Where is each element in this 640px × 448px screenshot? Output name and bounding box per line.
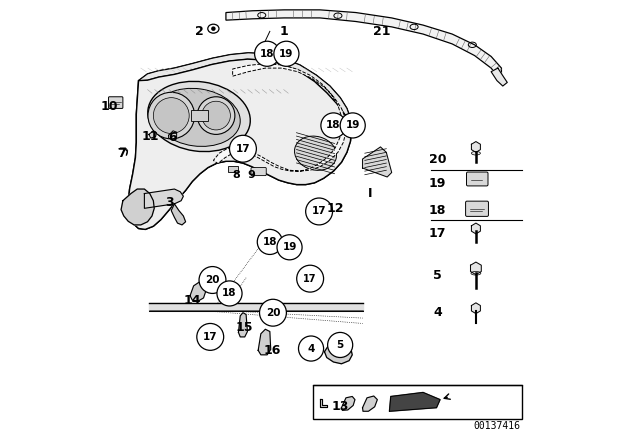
Text: 7: 7 <box>118 146 126 160</box>
Text: 1: 1 <box>280 25 289 38</box>
Circle shape <box>340 113 365 138</box>
Circle shape <box>148 92 195 139</box>
Circle shape <box>255 41 280 66</box>
Text: 3: 3 <box>166 196 174 209</box>
Text: 11: 11 <box>142 130 159 143</box>
Text: 2: 2 <box>195 25 204 38</box>
Polygon shape <box>213 64 346 171</box>
Polygon shape <box>128 59 351 229</box>
FancyBboxPatch shape <box>465 201 488 216</box>
Bar <box>228 166 238 172</box>
Polygon shape <box>226 10 502 81</box>
Polygon shape <box>145 189 183 208</box>
Circle shape <box>321 113 346 138</box>
Text: 19: 19 <box>429 177 446 190</box>
Text: 5: 5 <box>433 269 442 282</box>
Text: 17: 17 <box>312 207 326 216</box>
Text: 17: 17 <box>203 332 218 342</box>
Ellipse shape <box>154 88 240 146</box>
Polygon shape <box>121 189 154 225</box>
Polygon shape <box>168 131 177 140</box>
Text: 4: 4 <box>433 306 442 319</box>
Circle shape <box>154 98 189 134</box>
Text: 14: 14 <box>184 293 201 307</box>
FancyBboxPatch shape <box>109 97 123 108</box>
FancyBboxPatch shape <box>467 172 488 186</box>
Circle shape <box>297 265 324 292</box>
Text: 12: 12 <box>327 202 344 215</box>
Text: 15: 15 <box>235 321 253 335</box>
Text: 17: 17 <box>429 227 446 241</box>
Text: 9: 9 <box>247 170 255 180</box>
Text: 10: 10 <box>100 100 118 113</box>
Circle shape <box>217 281 242 306</box>
Polygon shape <box>342 396 355 410</box>
Bar <box>191 110 208 121</box>
Polygon shape <box>138 53 351 119</box>
Circle shape <box>211 26 216 31</box>
Text: 20: 20 <box>266 308 280 318</box>
Circle shape <box>230 135 257 162</box>
Polygon shape <box>389 392 440 411</box>
Circle shape <box>197 97 235 134</box>
Polygon shape <box>324 338 352 364</box>
Text: 20: 20 <box>205 275 220 285</box>
Circle shape <box>328 332 353 358</box>
Text: I: I <box>368 187 372 200</box>
Text: 21: 21 <box>373 25 390 38</box>
Polygon shape <box>172 204 186 225</box>
Text: 18: 18 <box>429 204 446 217</box>
Text: 19: 19 <box>282 242 297 252</box>
Text: 19: 19 <box>346 121 360 130</box>
Text: 18: 18 <box>222 289 237 298</box>
Text: 6: 6 <box>168 131 177 145</box>
Ellipse shape <box>471 271 481 275</box>
Text: 00137416: 00137416 <box>474 421 521 431</box>
Text: 17: 17 <box>236 144 250 154</box>
Text: 18: 18 <box>260 49 275 59</box>
Ellipse shape <box>294 136 337 170</box>
Circle shape <box>306 198 333 225</box>
Polygon shape <box>472 142 481 152</box>
Text: 19: 19 <box>279 49 294 59</box>
Text: 18: 18 <box>326 121 340 130</box>
Circle shape <box>197 323 224 350</box>
Polygon shape <box>190 282 205 301</box>
Polygon shape <box>470 262 481 275</box>
Circle shape <box>277 235 302 260</box>
Circle shape <box>257 229 282 254</box>
Circle shape <box>333 346 342 355</box>
Polygon shape <box>258 329 271 355</box>
Polygon shape <box>472 303 481 314</box>
Circle shape <box>202 101 230 130</box>
Bar <box>314 385 522 419</box>
Polygon shape <box>362 147 392 177</box>
FancyBboxPatch shape <box>251 168 266 176</box>
Text: 16: 16 <box>264 344 281 357</box>
Text: 4: 4 <box>307 344 315 353</box>
Text: 5: 5 <box>337 340 344 350</box>
Polygon shape <box>491 68 508 86</box>
Polygon shape <box>128 53 351 229</box>
Text: 13: 13 <box>332 400 349 414</box>
Ellipse shape <box>472 151 481 155</box>
Polygon shape <box>149 131 156 138</box>
Circle shape <box>199 267 226 293</box>
Circle shape <box>298 336 324 361</box>
Circle shape <box>260 299 287 326</box>
Text: 20: 20 <box>429 152 446 166</box>
Polygon shape <box>239 313 248 337</box>
Ellipse shape <box>148 82 250 151</box>
Circle shape <box>274 41 299 66</box>
Polygon shape <box>362 396 378 411</box>
Text: 18: 18 <box>262 237 277 247</box>
Polygon shape <box>320 399 326 407</box>
Text: 8: 8 <box>232 170 240 180</box>
Text: 17: 17 <box>303 274 317 284</box>
Polygon shape <box>472 223 481 234</box>
